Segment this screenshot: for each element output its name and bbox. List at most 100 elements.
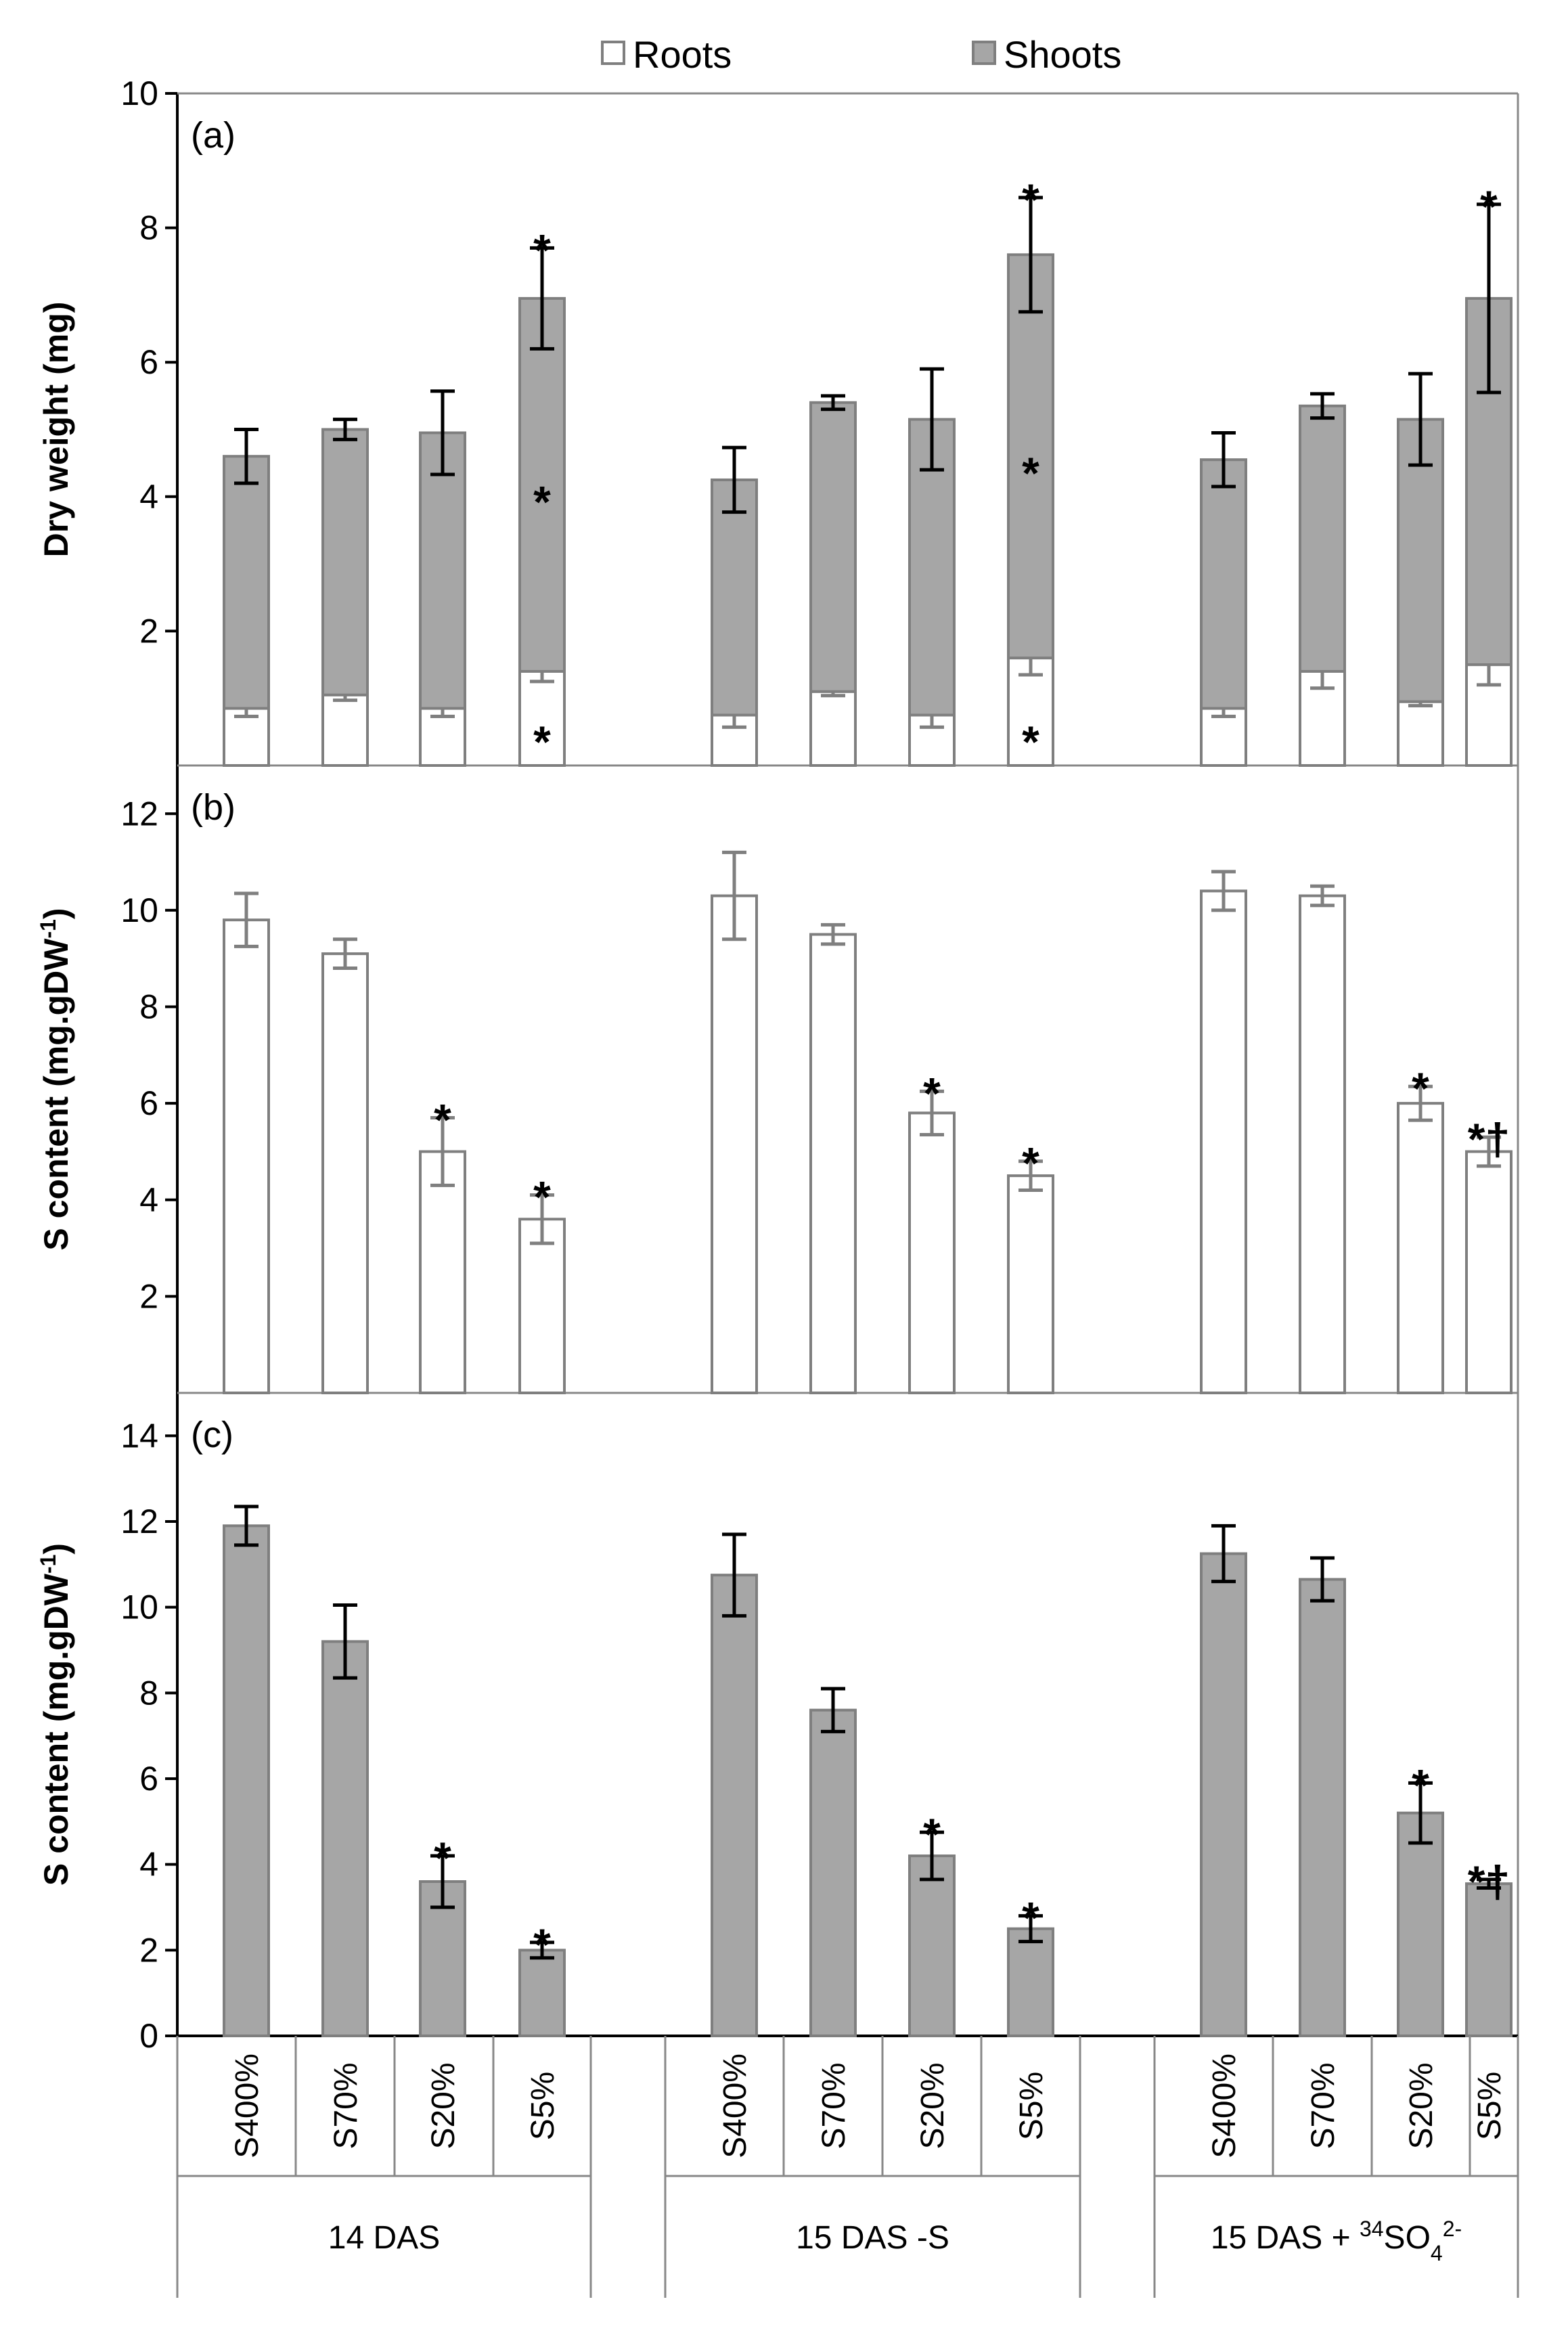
bar	[419, 431, 466, 710]
bar	[1397, 700, 1444, 768]
y-tick-label: 8	[139, 1674, 158, 1712]
y-tick-label: 12	[120, 1503, 158, 1540]
group-label: 15 DAS -S	[796, 2220, 949, 2256]
y-tick-label: 4	[139, 478, 158, 516]
significance-marker: *	[1022, 175, 1039, 225]
bar	[1299, 404, 1346, 673]
category-label: S400%	[229, 2053, 265, 2158]
bar	[1007, 1927, 1054, 2038]
category-label: S400%	[717, 2053, 753, 2158]
significance-marker: *	[533, 225, 551, 275]
bar	[518, 669, 566, 767]
bar	[321, 428, 369, 696]
bar	[809, 690, 857, 768]
y-tick-label: 6	[139, 1760, 158, 1798]
category-label: S20%	[426, 2062, 462, 2149]
significance-marker: *	[1022, 1893, 1039, 1943]
y-axis-label-c: S content (mg.gDW-1)	[36, 1543, 75, 1886]
significance-marker: *	[533, 1172, 551, 1222]
category-axis: S400% S70% S20% S5% 14 DAS S400% S70% S20% S5% 15…	[176, 2036, 1519, 2298]
significance-marker: *	[1412, 1063, 1429, 1113]
significance-marker: *	[1022, 1138, 1039, 1188]
bar	[908, 1854, 956, 2037]
panel-c: (c) 0 2 4 6 8 10 12 14 S content (mg.gDW-1) * * * * * *…	[36, 1415, 1513, 2055]
y-tick-label: 2	[139, 612, 158, 650]
legend-label-roots: Roots	[633, 33, 732, 76]
bar	[1465, 1882, 1513, 2038]
y-tick-label: 0	[139, 2017, 158, 2055]
y-tick-label: 6	[139, 343, 158, 381]
y-tick-label: 2	[139, 1277, 158, 1315]
bar	[1465, 1150, 1513, 1394]
bar	[809, 401, 857, 693]
significance-marker: *	[434, 1833, 451, 1883]
bar	[518, 1218, 566, 1395]
bar	[223, 1524, 270, 2037]
y-tick-label: 8	[139, 988, 158, 1026]
bar	[1299, 1578, 1346, 2037]
bar	[1007, 253, 1054, 660]
category-label: S20%	[1404, 2062, 1439, 2149]
significance-marker: *	[1022, 448, 1039, 498]
y-tick-label: 6	[139, 1084, 158, 1122]
bar	[1397, 1811, 1444, 2038]
significance-marker: *	[923, 1809, 941, 1859]
category-label: S20%	[915, 2062, 951, 2149]
significance-marker: *	[533, 717, 551, 767]
bar	[711, 478, 758, 717]
bar	[321, 952, 369, 1394]
panel-label-a: (a)	[191, 115, 236, 156]
bar	[809, 1708, 857, 2038]
group-label: 15 DAS + 34SO42-	[1211, 2217, 1462, 2265]
legend: Roots Shoots	[601, 33, 1121, 76]
bar	[223, 455, 270, 710]
significance-marker: *	[923, 1068, 941, 1118]
y-tick-label: 14	[120, 1417, 158, 1454]
category-label: S70%	[1305, 2062, 1341, 2149]
significance-marker: *†	[1468, 1857, 1510, 1907]
bar	[321, 1640, 369, 2037]
bar	[1200, 1552, 1247, 2037]
group-label: 14 DAS	[328, 2220, 440, 2256]
significance-marker: *	[533, 1919, 551, 1970]
y-tick-label: 10	[120, 1588, 158, 1626]
bar	[1200, 889, 1247, 1394]
significance-marker: *	[533, 476, 551, 527]
significance-marker: *	[1022, 717, 1039, 767]
panel-label-c: (c)	[191, 1415, 233, 1455]
bar	[1397, 1102, 1444, 1394]
y-tick-label: 2	[139, 1931, 158, 1969]
category-label: S5%	[1014, 2072, 1050, 2140]
category-label: S5%	[525, 2072, 561, 2140]
legend-swatch-roots	[601, 41, 625, 65]
legend-swatch-shoots	[972, 41, 996, 65]
panel-label-b: (b)	[191, 787, 236, 828]
bar	[711, 1574, 758, 2038]
y-tick-label: 4	[139, 1181, 158, 1219]
legend-label-shoots: Shoots	[1004, 33, 1121, 76]
significance-marker: *	[1412, 1760, 1429, 1810]
significance-marker: *	[1480, 181, 1498, 231]
bar	[223, 918, 270, 1394]
category-label: S400%	[1207, 2053, 1242, 2158]
bar	[419, 1150, 466, 1394]
y-tick-label: 4	[139, 1846, 158, 1884]
panel-b: (b) 2 4 6 8 10 12 S content (mg.gDW-1) * * * * * *†	[36, 787, 1513, 1395]
bar	[711, 894, 758, 1394]
bar	[321, 693, 369, 767]
panel-a: (a) 2 4 6 8 10 Dry weight (mg) * * * * * * *	[37, 74, 1513, 768]
y-tick-label: 12	[120, 795, 158, 832]
bar	[1200, 458, 1247, 710]
significance-marker: *†	[1468, 1114, 1510, 1164]
y-axis-label-b: S content (mg.gDW-1)	[36, 908, 75, 1250]
y-tick-label: 10	[120, 74, 158, 112]
category-label: S70%	[816, 2062, 852, 2149]
bar	[518, 1949, 566, 2037]
y-tick-label: 8	[139, 209, 158, 247]
y-tick-label: 10	[120, 891, 158, 929]
bar	[809, 933, 857, 1394]
bar	[1007, 1174, 1054, 1394]
bar	[1299, 894, 1346, 1394]
y-axis-label-a: Dry weight (mg)	[37, 302, 75, 558]
